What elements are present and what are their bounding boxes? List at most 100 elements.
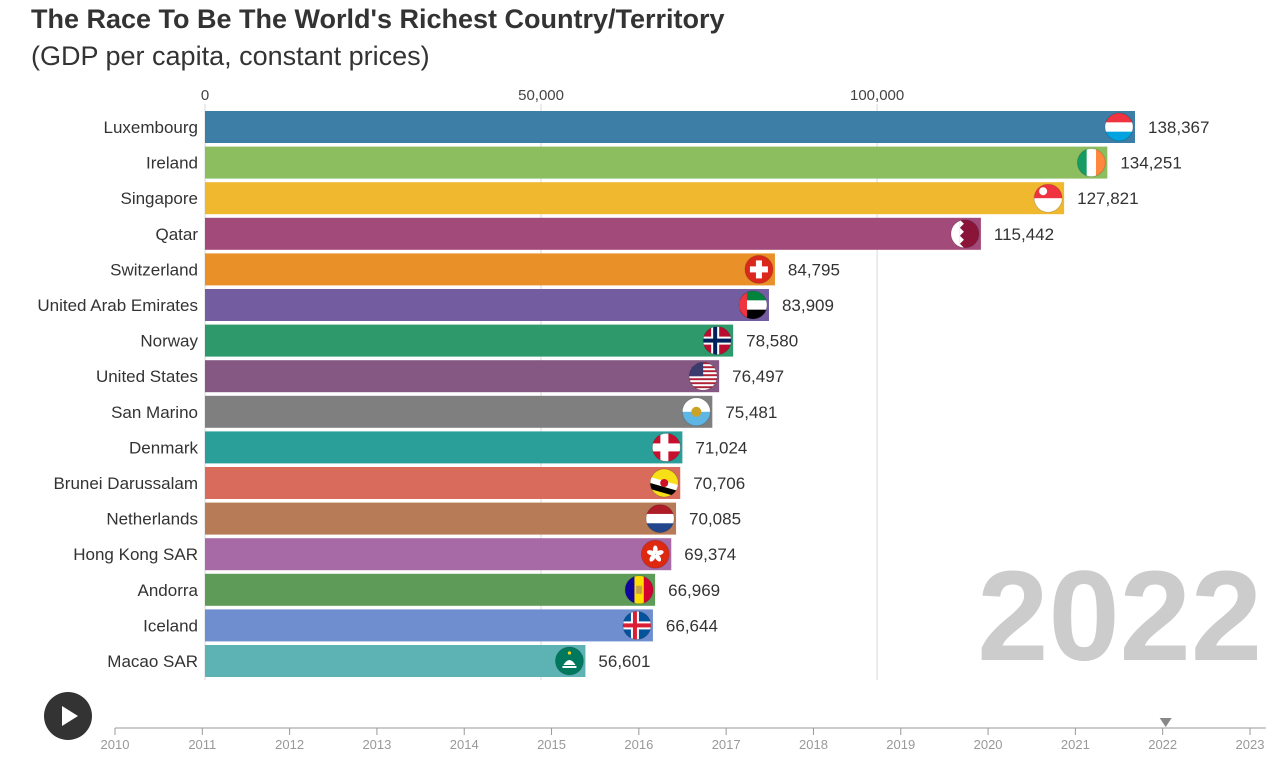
value-label: 69,374 — [684, 545, 736, 564]
andorra-flag-icon — [625, 575, 654, 604]
play-icon — [62, 706, 78, 726]
bar-group: Switzerland 84,795 — [110, 253, 840, 286]
timeline-year-label: 2014 — [450, 737, 479, 752]
timeline-year-label: 2012 — [275, 737, 304, 752]
bar-group: Denmark 71,024 — [129, 431, 747, 464]
chart-title: The Race To Be The World's Richest Count… — [31, 4, 725, 34]
bar-group: Hong Kong SAR 69,374 — [73, 538, 736, 571]
bar-group: Luxembourg 138,367 — [103, 111, 1209, 143]
bar — [205, 182, 1065, 215]
value-label: 66,969 — [668, 581, 720, 600]
category-label: Luxembourg — [103, 118, 198, 137]
bar — [205, 253, 775, 286]
timeline-current-marker[interactable] — [1159, 718, 1172, 727]
bar — [205, 502, 677, 535]
bar-group: Andorra 66,969 — [138, 573, 720, 606]
switzerland-flag-icon — [744, 255, 773, 284]
value-label: 71,024 — [695, 438, 747, 457]
category-label: Denmark — [129, 438, 198, 457]
timeline-year-label: 2021 — [1061, 737, 1090, 752]
bar — [205, 609, 653, 642]
bar-group: Singapore 127,821 — [120, 182, 1139, 215]
category-label: Ireland — [146, 154, 198, 173]
luxembourg-flag-icon — [1105, 113, 1133, 141]
timeline-year-label: 2010 — [101, 737, 130, 752]
category-label: Netherlands — [106, 510, 198, 529]
denmark-flag-icon — [652, 433, 681, 462]
year-timeline[interactable]: 2010 2011 2012 2013 2014 2015 2016 2017 2018 2019… — [0, 715, 1279, 766]
bar-group: Netherlands 70,085 — [106, 502, 741, 535]
timeline-year-label: 2016 — [624, 737, 653, 752]
bar-group: Norway 78,580 — [140, 324, 798, 357]
category-label: Iceland — [143, 616, 198, 635]
x-tick-label: 0 — [201, 87, 209, 104]
brunei-flag-icon — [650, 469, 679, 497]
value-label: 127,821 — [1077, 189, 1138, 208]
bar — [205, 538, 672, 571]
value-label: 115,442 — [994, 225, 1054, 244]
bar — [205, 645, 586, 677]
bar — [205, 467, 681, 499]
value-label: 66,644 — [666, 616, 718, 635]
timeline-year-label: 2017 — [712, 737, 741, 752]
category-label: Singapore — [120, 189, 198, 208]
value-label: 78,580 — [746, 332, 798, 351]
bar — [205, 289, 769, 321]
timeline-year-label: 2023 — [1236, 737, 1265, 752]
bar — [205, 573, 656, 606]
category-label: Qatar — [155, 225, 198, 244]
category-label: San Marino — [111, 403, 198, 422]
san-marino-flag-icon — [682, 397, 711, 426]
norway-flag-icon — [703, 326, 732, 355]
play-button[interactable] — [44, 692, 92, 740]
ireland-flag-icon — [1077, 148, 1106, 177]
bar-group: United States 76,497 — [96, 360, 784, 393]
bar-group: Macao SAR 56,601 — [107, 645, 650, 677]
value-label: 138,367 — [1148, 118, 1209, 137]
singapore-flag-icon — [1034, 184, 1063, 213]
bar-chart: 0 50,000 100,000 2022 Luxembourg 138,367 Irela… — [37, 87, 1262, 688]
timeline-year-label: 2011 — [188, 737, 216, 752]
timeline-year-label: 2020 — [974, 737, 1003, 752]
timeline-year-label: 2019 — [886, 737, 915, 752]
bar-group: Qatar 115,442 — [155, 217, 1054, 250]
bar — [205, 217, 981, 250]
uae-flag-icon — [738, 291, 767, 319]
bar-group: Iceland 66,644 — [143, 609, 718, 642]
bar-group: Brunei Darussalam 70,706 — [53, 467, 745, 499]
qatar-flag-icon — [950, 219, 979, 248]
chart-subtitle: (GDP per capita, constant prices) — [31, 41, 430, 71]
timeline-year-label: 2015 — [537, 737, 566, 752]
value-label: 70,085 — [689, 510, 741, 529]
category-label: Andorra — [138, 581, 199, 600]
bar — [205, 111, 1135, 143]
category-label: Hong Kong SAR — [73, 545, 198, 564]
category-label: United States — [96, 367, 198, 386]
bar — [205, 431, 683, 464]
value-label: 84,795 — [788, 260, 840, 279]
bar-group: United Arab Emirates 83,909 — [37, 289, 834, 321]
value-label: 56,601 — [598, 652, 650, 671]
bar — [205, 395, 713, 428]
category-label: Switzerland — [110, 260, 198, 279]
bar-group: San Marino 75,481 — [111, 395, 777, 428]
category-label: United Arab Emirates — [37, 296, 198, 315]
x-tick-label: 100,000 — [850, 87, 904, 104]
bar — [205, 360, 720, 393]
year-watermark: 2022 — [977, 545, 1262, 688]
timeline-year-label: 2022 — [1148, 737, 1177, 752]
bar — [205, 324, 734, 357]
iceland-flag-icon — [622, 611, 651, 640]
hong-kong-flag-icon — [641, 540, 670, 569]
value-label: 75,481 — [725, 403, 777, 422]
value-label: 83,909 — [782, 296, 834, 315]
bar-group: Ireland 134,251 — [146, 146, 1182, 179]
category-label: Brunei Darussalam — [53, 474, 198, 493]
value-label: 134,251 — [1120, 154, 1181, 173]
category-label: Norway — [140, 332, 198, 351]
value-label: 70,706 — [693, 474, 745, 493]
category-label: Macao SAR — [107, 652, 198, 671]
bar — [205, 146, 1108, 179]
x-tick-label: 50,000 — [518, 87, 564, 104]
netherlands-flag-icon — [646, 504, 675, 533]
